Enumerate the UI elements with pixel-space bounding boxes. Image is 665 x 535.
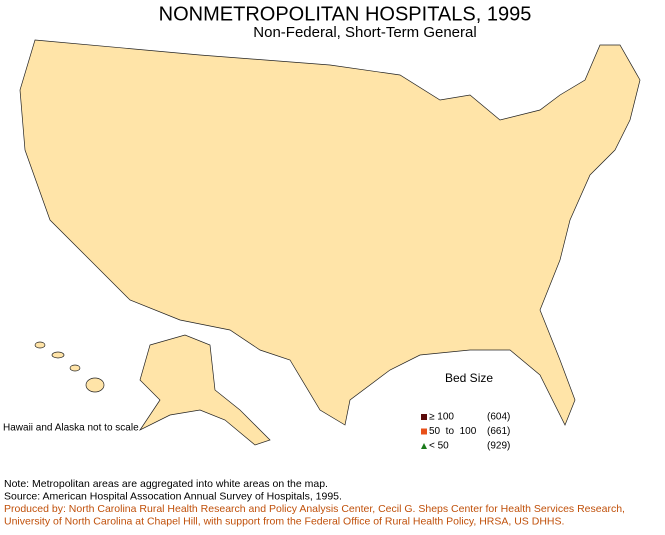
hawaii: [34, 341, 46, 349]
alaska: [138, 334, 271, 446]
legend-marker: [421, 414, 427, 420]
legend-marker: [421, 428, 427, 435]
hawaii: [85, 377, 105, 393]
hawaii: [51, 351, 65, 359]
legend-label: < 50: [429, 441, 449, 452]
title: NONMETROPOLITAN HOSPITALS, 1995: [159, 3, 532, 25]
note-line: University of North Carolina at Chapel H…: [4, 516, 564, 528]
legend-count: (661): [487, 426, 510, 437]
legend-count: (929): [487, 441, 510, 452]
legend-label: 50 to 100: [429, 426, 477, 437]
map-note: Hawaii and Alaska not to scale: [3, 423, 139, 434]
contiguous-us: [19, 39, 641, 426]
legend: ≥ 100 (604) 50 to 100 (661) < 50 (929): [421, 412, 510, 452]
subtitle: Non-Federal, Short-Term General: [253, 24, 476, 41]
notes: Note: Metropolitan areas are aggregated …: [4, 478, 625, 528]
legend-title: Bed Size: [445, 371, 493, 385]
note-line: Note: Metropolitan areas are aggregated …: [4, 478, 328, 490]
note-line: Source: American Hospital Assocation Ann…: [4, 490, 342, 502]
legend-count: (604): [487, 412, 510, 423]
us-map: [19, 39, 641, 446]
note-line: Produced by: North Carolina Rural Health…: [4, 503, 625, 515]
legend-label: ≥ 100: [429, 412, 454, 423]
hawaii: [69, 364, 81, 372]
legend-marker: [421, 443, 427, 449]
